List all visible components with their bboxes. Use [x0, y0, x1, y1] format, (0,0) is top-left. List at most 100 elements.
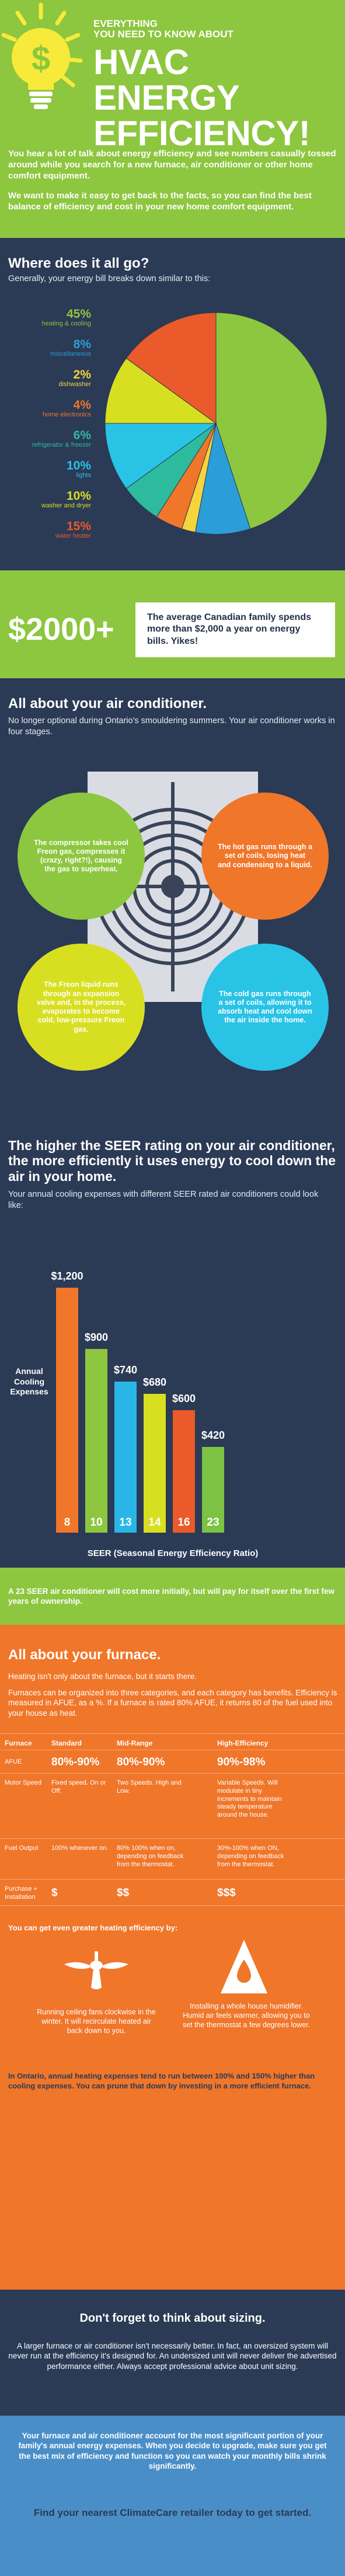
seer-bar-chart: 8 $1,200 10 $900 13 $740 14 $680 16 $600 23 $420	[0, 1127, 345, 1568]
pie-slice	[215, 312, 327, 530]
section-heading: All about your furnace.	[8, 1647, 161, 1663]
bar-value-label: $600	[172, 1393, 196, 1404]
tips-heading: You can get even greater heating efficie…	[8, 1923, 178, 1932]
title-line: EFFICIENCY!	[93, 114, 311, 153]
table-header-cell: Standard	[51, 1739, 82, 1747]
legend-label: refrigerator & freezer	[32, 441, 91, 448]
table-row-label: Fuel Output	[5, 1845, 39, 1852]
ceiling-fan-icon	[64, 1951, 128, 1989]
pie-legend: 45% heating & cooling 8% miscellaneous 2% dis…	[8, 308, 91, 553]
bar-value-label: $420	[201, 1429, 225, 1441]
legend-value: 10%	[66, 489, 91, 503]
ac-stage-evaporator: The cold gas runs through a set of coils…	[201, 944, 329, 1071]
pie-slice	[104, 358, 217, 424]
legend-value: 45%	[66, 307, 91, 321]
section-subheading: Your annual cooling expenses with differ…	[8, 1190, 319, 1210]
bar-category-label: 14	[148, 1516, 161, 1529]
legend-item: 10% lights	[67, 460, 91, 479]
bar-category-label: 16	[177, 1516, 190, 1529]
section-heading: Don't forget to think about sizing.	[79, 2312, 266, 2325]
legend-value: 15%	[66, 520, 91, 533]
legend-label: washer and dryer	[41, 502, 91, 509]
kicker-line: YOU NEED TO KNOW ABOUT	[93, 29, 234, 40]
furnace-paragraph: Heating isn't only about the furnace, bu…	[8, 1672, 197, 1681]
table-row: AFUE 80%-90% 80%-90% 90%-98%	[0, 1750, 345, 1773]
table-cell: 30%-100% when ON, depending on feedback …	[217, 1845, 284, 1868]
table-row-label: AFUE	[5, 1758, 22, 1765]
seer-note-section: A 23 SEER air conditioner will cost more…	[0, 1568, 345, 1625]
table-cell: 80% 100% when on, depending on feedback …	[117, 1845, 184, 1868]
table-row-label: Purchase + Installation	[5, 1885, 37, 1901]
pie-slice	[194, 423, 251, 535]
table-cell: 80%-90%	[117, 1756, 165, 1768]
seer-bar: 14	[144, 1394, 166, 1533]
table-cell: 100% whenever on.	[51, 1845, 109, 1852]
sizing-section: Don't forget to think about sizing. A la…	[0, 2290, 345, 2576]
seer-bar: 16	[173, 1410, 195, 1533]
cta-link[interactable]: Find your nearest ClimateCare retailer t…	[33, 2507, 312, 2518]
furnace-closing: In Ontario, annual heating expenses tend…	[8, 2072, 315, 2090]
legend-value: 4%	[73, 398, 91, 412]
sizing-summary: Your furnace and air conditioner account…	[18, 2431, 327, 2470]
section-subheading: No longer optional during Ontario's smou…	[8, 716, 335, 737]
legend-item: 2% dishwasher	[58, 369, 91, 388]
title-line: ENERGY	[93, 78, 240, 118]
lightbulb-icon: $	[1, 2, 83, 109]
tip-text: Installing a whole house humidifier. Hum…	[182, 2002, 311, 2029]
legend-item: 10% washer and dryer	[41, 490, 91, 510]
table-cell: Fixed speed. On or Off.	[51, 1779, 106, 1795]
legend-label: lights	[76, 472, 91, 479]
ac-stage-expansion: The Freon liquid runs through an expansi…	[18, 944, 145, 1071]
page-title: HVAC ENERGY EFFICIENCY!	[93, 43, 311, 153]
legend-item: 8% miscellaneous	[50, 338, 91, 358]
legend-item: 6% refrigerator & freezer	[32, 429, 91, 449]
table-row: Fuel Output 100% whenever on. 80% 100% w…	[0, 1838, 345, 1879]
annual-cost-section: $2000+ The average Canadian family spend…	[0, 570, 345, 678]
table-cell: $	[51, 1887, 58, 1899]
svg-text:$: $	[32, 40, 50, 78]
legend-item: 15% water heater	[55, 520, 91, 540]
legend-label: water heater	[55, 532, 91, 539]
pie-slice	[126, 312, 217, 424]
energy-breakdown-section: Where does it all go? Generally, your en…	[0, 238, 345, 570]
table-header-cell: Mid-Range	[117, 1739, 153, 1747]
table-row-label: Motor Speed	[5, 1779, 41, 1786]
seer-bar: 23	[202, 1447, 224, 1533]
bar-category-label: 23	[207, 1516, 219, 1529]
legend-label: miscellaneous	[50, 351, 91, 358]
legend-value: 6%	[73, 429, 91, 442]
table-row: Motor Speed Fixed speed. On or Off. Two …	[0, 1773, 345, 1838]
bar-category-label: 13	[119, 1516, 132, 1529]
legend-item: 45% heating & cooling	[42, 308, 91, 328]
kicker-line: EVERYTHING	[93, 18, 158, 29]
table-header-cell: High-Efficiency	[217, 1739, 269, 1747]
seer-bar: 10	[85, 1349, 107, 1533]
seer-bar: 8	[56, 1288, 78, 1533]
chart-x-label: SEER (Seasonal Energy Efficiency Ratio)	[87, 1548, 259, 1558]
section-subheading: Generally, your energy bill breaks down …	[8, 274, 211, 283]
cost-amount: $2000+	[8, 612, 114, 647]
legend-value: 2%	[73, 368, 91, 381]
section-heading: The higher the SEER rating on your air c…	[8, 1138, 336, 1184]
page-kicker: EVERYTHING YOU NEED TO KNOW ABOUT	[93, 18, 234, 40]
ac-stage-compressor: The compressor takes cool Freon gas, com…	[18, 793, 145, 920]
bar-value-label: $740	[113, 1364, 138, 1376]
legend-value: 8%	[73, 338, 91, 351]
chart-y-label: Annual Cooling Expenses	[10, 1366, 48, 1396]
table-cell: $$	[117, 1887, 130, 1899]
title-line: HVAC	[93, 43, 189, 82]
seer-note: A 23 SEER air conditioner will cost more…	[8, 1587, 334, 1606]
bar-category-label: 8	[64, 1516, 71, 1529]
ac-stage-condenser: The hot gas runs through a set of coils,…	[201, 793, 329, 920]
sizing-paragraph: A larger furnace or air conditioner isn'…	[8, 2342, 337, 2371]
legend-label: heating & cooling	[41, 320, 91, 327]
table-cell: Variable Speeds. Will modulate in tiny i…	[217, 1779, 282, 1818]
table-header-row: Furnace Standard Mid-Range High-Efficien…	[0, 1733, 345, 1750]
bar-value-label: $900	[84, 1331, 109, 1343]
bar-value-label: $1,200	[51, 1270, 83, 1282]
section-heading: Where does it all go?	[8, 255, 149, 271]
bar-category-label: 10	[90, 1516, 103, 1529]
table-cell: 90%-98%	[217, 1756, 266, 1768]
furnace-section: All about your furnace. Heating isn't on…	[0, 1625, 345, 2290]
table-cell: $$$	[217, 1887, 236, 1899]
